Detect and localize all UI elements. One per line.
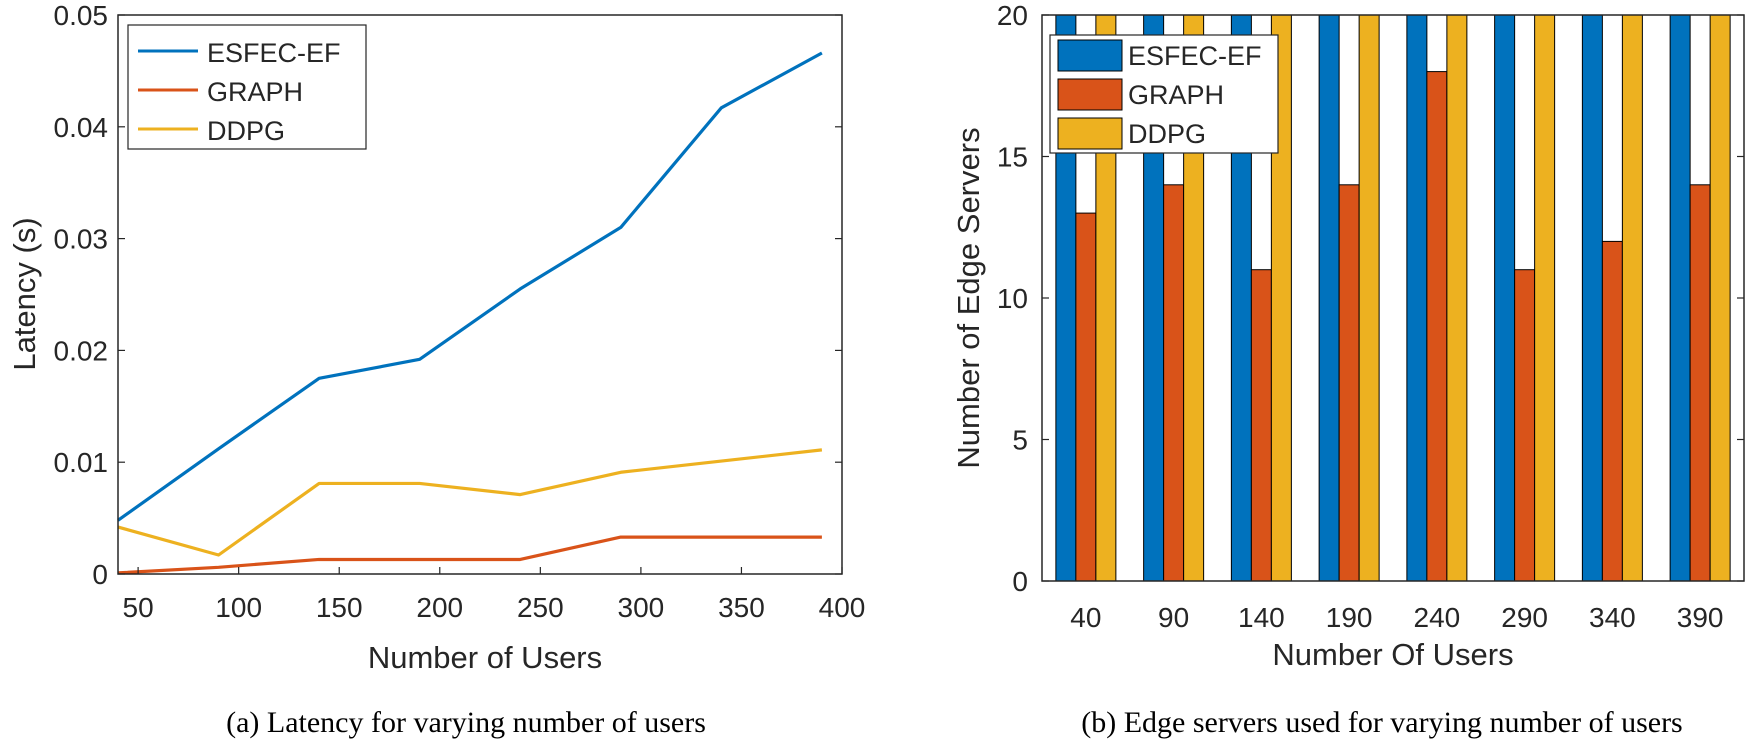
- bar-graph-390: [1689, 184, 1711, 582]
- caption-b: (b) Edge servers used for varying number…: [1081, 706, 1682, 739]
- bars-group-b: [1055, 14, 1731, 582]
- series-line-ddpg: [117, 448, 823, 557]
- x-tick-label-b: 390: [1677, 602, 1724, 633]
- x-tick-label-b: 190: [1326, 602, 1373, 633]
- x-tick-label-a: 300: [618, 592, 665, 623]
- x-tick-label-a: 350: [718, 592, 765, 623]
- y-tick-label-a: 0.01: [54, 447, 109, 478]
- y-tick-label-b: 15: [997, 142, 1028, 173]
- legend-b: ESFEC-EF GRAPH DDPG: [1049, 34, 1279, 154]
- bar-ddpg-340: [1621, 14, 1643, 582]
- series-line-graph: [117, 535, 822, 575]
- x-tick-label-b: 140: [1238, 602, 1285, 633]
- x-tick-label-a: 50: [123, 592, 154, 623]
- axes-box-a: [117, 14, 843, 575]
- y-tick-label-a: 0.03: [54, 224, 109, 255]
- x-tick-label-a: 150: [316, 592, 363, 623]
- legend-label-ddpg: DDPG: [207, 116, 285, 146]
- bar-esfec-ef-390: [1669, 14, 1691, 582]
- y-tick-label-a: 0: [92, 559, 108, 590]
- legend-label-esfec-b: ESFEC-EF: [1128, 41, 1262, 71]
- edge-servers-bar-chart: 40 90 140 190 240 290 340 390 0 5 10 15 20 Number Of…: [951, 0, 1745, 739]
- x-tick-label-a: 250: [517, 592, 564, 623]
- x-axis-label-b: Number Of Users: [1272, 637, 1513, 672]
- legend-a: ESFEC-EF GRAPH DDPG: [127, 24, 367, 150]
- legend-label-esfec: ESFEC-EF: [207, 38, 341, 68]
- x-tick-label-a: 100: [215, 592, 262, 623]
- legend-swatch-ddpg: [1057, 117, 1123, 150]
- bar-ddpg-290: [1534, 14, 1556, 582]
- y-tick-label-b: 0: [1012, 566, 1028, 597]
- x-tick-label-a: 200: [416, 592, 463, 623]
- x-axis-label-a: Number of Users: [368, 640, 602, 675]
- bar-esfec-ef-240: [1406, 14, 1428, 582]
- bar-graph-290: [1514, 269, 1536, 582]
- legend-label-graph: GRAPH: [207, 77, 303, 107]
- x-tick-label-b: 40: [1070, 602, 1101, 633]
- y-axis-label-b: Number of Edge Servers: [951, 127, 986, 468]
- series-group-a: [117, 51, 823, 575]
- legend-swatch-graph: [1057, 78, 1123, 111]
- y-tick-label-a: 0.04: [54, 112, 109, 143]
- bar-graph-240: [1426, 71, 1448, 582]
- y-axis-label-a: Latency (s): [7, 217, 42, 370]
- bar-esfec-ef-340: [1581, 14, 1603, 582]
- x-tick-label-b: 240: [1414, 602, 1461, 633]
- bar-graph-140: [1250, 269, 1272, 582]
- x-tick-label-b: 290: [1501, 602, 1548, 633]
- legend-swatch-esfec: [1057, 39, 1123, 72]
- x-tick-label-a: 400: [819, 592, 866, 623]
- bar-graph-40: [1075, 212, 1097, 582]
- y-tick-label-b: 20: [997, 0, 1028, 31]
- legend-label-graph-b: GRAPH: [1128, 80, 1224, 110]
- legend-label-ddpg-b: DDPG: [1128, 119, 1206, 149]
- bar-graph-190: [1338, 184, 1360, 582]
- x-tick-label-b: 340: [1589, 602, 1636, 633]
- caption-a: (a) Latency for varying number of users: [226, 706, 706, 739]
- bar-ddpg-190: [1358, 14, 1380, 582]
- y-tick-label-b: 10: [997, 283, 1028, 314]
- bar-graph-340: [1601, 240, 1623, 582]
- x-tick-label-b: 90: [1158, 602, 1189, 633]
- bar-ddpg-390: [1709, 14, 1731, 582]
- series-line-esfec-ef: [117, 51, 823, 522]
- y-tick-label-b: 5: [1012, 425, 1028, 456]
- bar-esfec-ef-190: [1318, 14, 1340, 582]
- bar-ddpg-240: [1446, 14, 1468, 582]
- y-tick-label-a: 0.05: [54, 0, 109, 31]
- ticks-group-b: 40 90 140 190 240 290 340 390 0 5 10 15 20: [997, 0, 1744, 633]
- y-tick-label-a: 0.02: [54, 335, 109, 366]
- bar-graph-90: [1163, 184, 1185, 582]
- bar-esfec-ef-290: [1494, 14, 1516, 582]
- latency-line-chart: 50 100 150 200 250 300 350 400 0 0.01 0.02 0.03 0.04…: [7, 0, 865, 739]
- ticks-group-a: 50 100 150 200 250 300 350 400 0 0.01 0.02 0.03 0.04…: [54, 0, 866, 623]
